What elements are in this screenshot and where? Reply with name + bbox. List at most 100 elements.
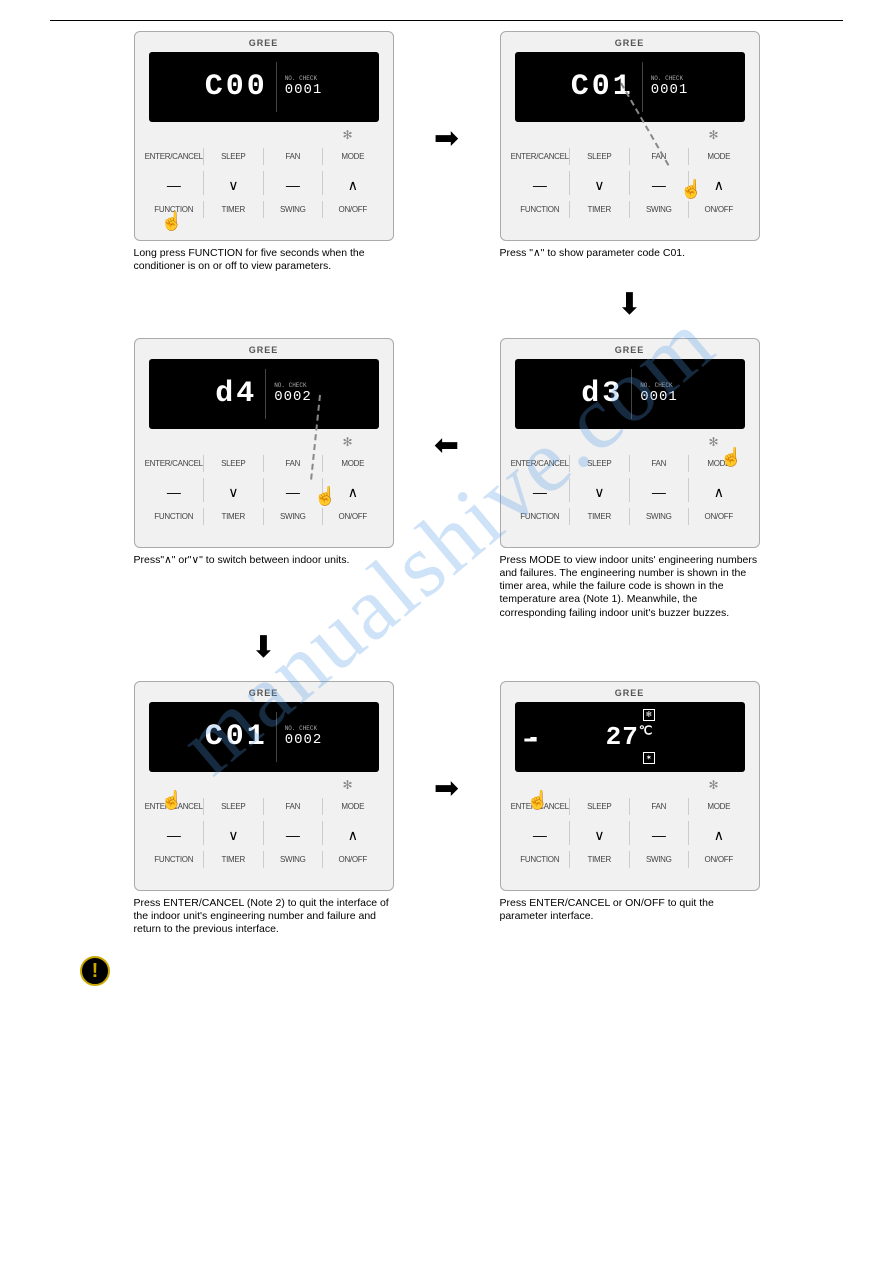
fan-button[interactable]: FAN <box>630 455 690 472</box>
function-button[interactable]: FUNCTION <box>145 201 205 218</box>
enter-cancel-button[interactable]: ENTER/CANCEL <box>145 455 205 472</box>
onoff-button[interactable]: ON/OFF <box>323 851 383 868</box>
arrow-left-icon: ⬅ <box>422 338 472 463</box>
swing-button[interactable]: SWING <box>264 508 324 525</box>
fan-icon: ✻ <box>708 128 718 142</box>
sleep-button[interactable]: SLEEP <box>570 148 630 165</box>
down-button[interactable]: ∨ <box>204 171 264 195</box>
sleep-button[interactable]: SLEEP <box>204 455 264 472</box>
fan-icon: ✻ <box>708 435 718 449</box>
function-button[interactable]: FUNCTION <box>511 851 571 868</box>
panel-block-2: GREE C01 NO. CHECK 0001 ✻ ENTER/CANCEL S… <box>490 31 770 277</box>
mode-button[interactable]: MODE <box>689 148 749 165</box>
panel-caption: Press ENTER/CANCEL or ON/OFF to quit the… <box>500 897 760 927</box>
up-button[interactable]: ∧ <box>323 171 383 195</box>
brand-label: GREE <box>615 688 645 698</box>
brand-label: GREE <box>249 38 279 48</box>
controller-panel: GREE C01 NO. CHECK 0001 ✻ ENTER/CANCEL S… <box>500 31 760 241</box>
down-button[interactable]: ∨ <box>570 821 630 845</box>
up-button[interactable]: ∧ <box>689 478 749 502</box>
fan-icon: ✻ <box>342 128 352 142</box>
mode-button[interactable]: MODE <box>689 455 749 472</box>
panel-caption: Press "∧" to show parameter code C01. <box>500 247 760 277</box>
lcd-main: d3 <box>581 377 623 411</box>
brand-label: GREE <box>249 345 279 355</box>
mode-button[interactable]: MODE <box>689 798 749 815</box>
sleep-button[interactable]: SLEEP <box>570 455 630 472</box>
down-button[interactable]: ∨ <box>570 478 630 502</box>
lcd-mode-icons: ▂▃ <box>525 731 537 743</box>
controller-panel: GREE C01 NO. CHECK 0002 ✻ ENTER/CANCEL S… <box>134 681 394 891</box>
panel-caption: Press"∧" or"∨" to switch between indoor … <box>134 554 394 584</box>
panel-caption: Long press FUNCTION for five seconds whe… <box>134 247 394 277</box>
lcd-side: NO. CHECK 0001 <box>642 62 689 112</box>
mode-button[interactable]: MODE <box>323 798 383 815</box>
lcd-snow-icon: ❄ <box>643 710 654 721</box>
function-button[interactable]: FUNCTION <box>145 851 205 868</box>
mode-button[interactable]: MODE <box>323 455 383 472</box>
panel-block-4: GREE d4 NO. CHECK 0002 ✻ ENTER/CANCEL SL… <box>124 338 404 584</box>
lcd-main: d4 <box>215 377 257 411</box>
lcd-display: C01 NO. CHECK 0002 <box>149 702 379 772</box>
enter-cancel-button[interactable]: ENTER/CANCEL <box>511 455 571 472</box>
timer-button[interactable]: TIMER <box>570 201 630 218</box>
fan-button[interactable]: FAN <box>630 798 690 815</box>
arrow-down-icon: ⬇ <box>124 630 404 665</box>
controller-panel: GREE ▂▃ ❄ 27℃ ✶ ✻ ENTER/CANCEL SLEEP FAN… <box>500 681 760 891</box>
panel-block-3: GREE d3 NO. CHECK 0001 ✻ ENTER/CANCEL SL… <box>490 338 770 620</box>
function-button[interactable]: FUNCTION <box>511 201 571 218</box>
sleep-button[interactable]: SLEEP <box>570 798 630 815</box>
arrow-right-icon: ➡ <box>422 681 472 806</box>
up-button[interactable]: ∧ <box>689 821 749 845</box>
sleep-button[interactable]: SLEEP <box>204 148 264 165</box>
fan-button[interactable]: FAN <box>264 148 324 165</box>
lcd-display: d3 NO. CHECK 0001 <box>515 359 745 429</box>
lcd-side: NO. CHECK 0001 <box>276 62 323 112</box>
swing-button[interactable]: SWING <box>630 851 690 868</box>
onoff-button[interactable]: ON/OFF <box>689 508 749 525</box>
lcd-side: NO. CHECK 0001 <box>631 369 678 419</box>
function-button[interactable]: FUNCTION <box>511 508 571 525</box>
swing-button[interactable]: SWING <box>630 508 690 525</box>
up-button[interactable]: ∧ <box>323 478 383 502</box>
function-button[interactable]: FUNCTION <box>145 508 205 525</box>
down-button[interactable]: ∨ <box>204 478 264 502</box>
lcd-display: C00 NO. CHECK 0001 <box>149 52 379 122</box>
lcd-side: NO. CHECK 0002 <box>265 369 312 419</box>
swing-button[interactable]: SWING <box>264 851 324 868</box>
fan-icon: ✻ <box>342 435 352 449</box>
up-button[interactable]: ∧ <box>689 171 749 195</box>
up-button[interactable]: ∧ <box>323 821 383 845</box>
timer-button[interactable]: TIMER <box>204 201 264 218</box>
swing-button[interactable]: SWING <box>264 201 324 218</box>
swing-button[interactable]: SWING <box>630 201 690 218</box>
onoff-button[interactable]: ON/OFF <box>323 201 383 218</box>
timer-button[interactable]: TIMER <box>204 508 264 525</box>
fan-button[interactable]: FAN <box>264 798 324 815</box>
top-divider <box>50 20 843 21</box>
enter-cancel-button[interactable]: ENTER/CANCEL <box>145 798 205 815</box>
onoff-button[interactable]: ON/OFF <box>323 508 383 525</box>
timer-button[interactable]: TIMER <box>570 851 630 868</box>
sleep-button[interactable]: SLEEP <box>204 798 264 815</box>
arrow-down-icon: ⬇ <box>490 287 770 322</box>
panel-block-6: GREE ▂▃ ❄ 27℃ ✶ ✻ ENTER/CANCEL SLEEP FAN… <box>490 681 770 927</box>
brand-label: GREE <box>615 345 645 355</box>
button-row-mid: — ∨ — ∧ <box>145 171 383 195</box>
onoff-button[interactable]: ON/OFF <box>689 851 749 868</box>
enter-cancel-button[interactable]: ENTER/CANCEL <box>511 148 571 165</box>
down-button[interactable]: ∨ <box>570 171 630 195</box>
timer-button[interactable]: TIMER <box>570 508 630 525</box>
brand-label: GREE <box>249 688 279 698</box>
enter-cancel-button[interactable]: ENTER/CANCEL <box>145 148 205 165</box>
panel-caption: Press MODE to view indoor units' enginee… <box>500 554 760 620</box>
enter-cancel-button[interactable]: ENTER/CANCEL <box>511 798 571 815</box>
fan-icon: ✻ <box>708 778 718 792</box>
mode-button[interactable]: MODE <box>323 148 383 165</box>
timer-button[interactable]: TIMER <box>204 851 264 868</box>
panel-caption: Press ENTER/CANCEL (Note 2) to quit the … <box>134 897 394 936</box>
down-button[interactable]: ∨ <box>204 821 264 845</box>
arrow-right-icon: ➡ <box>422 31 472 156</box>
onoff-button[interactable]: ON/OFF <box>689 201 749 218</box>
lcd-main: C01 <box>205 720 268 754</box>
